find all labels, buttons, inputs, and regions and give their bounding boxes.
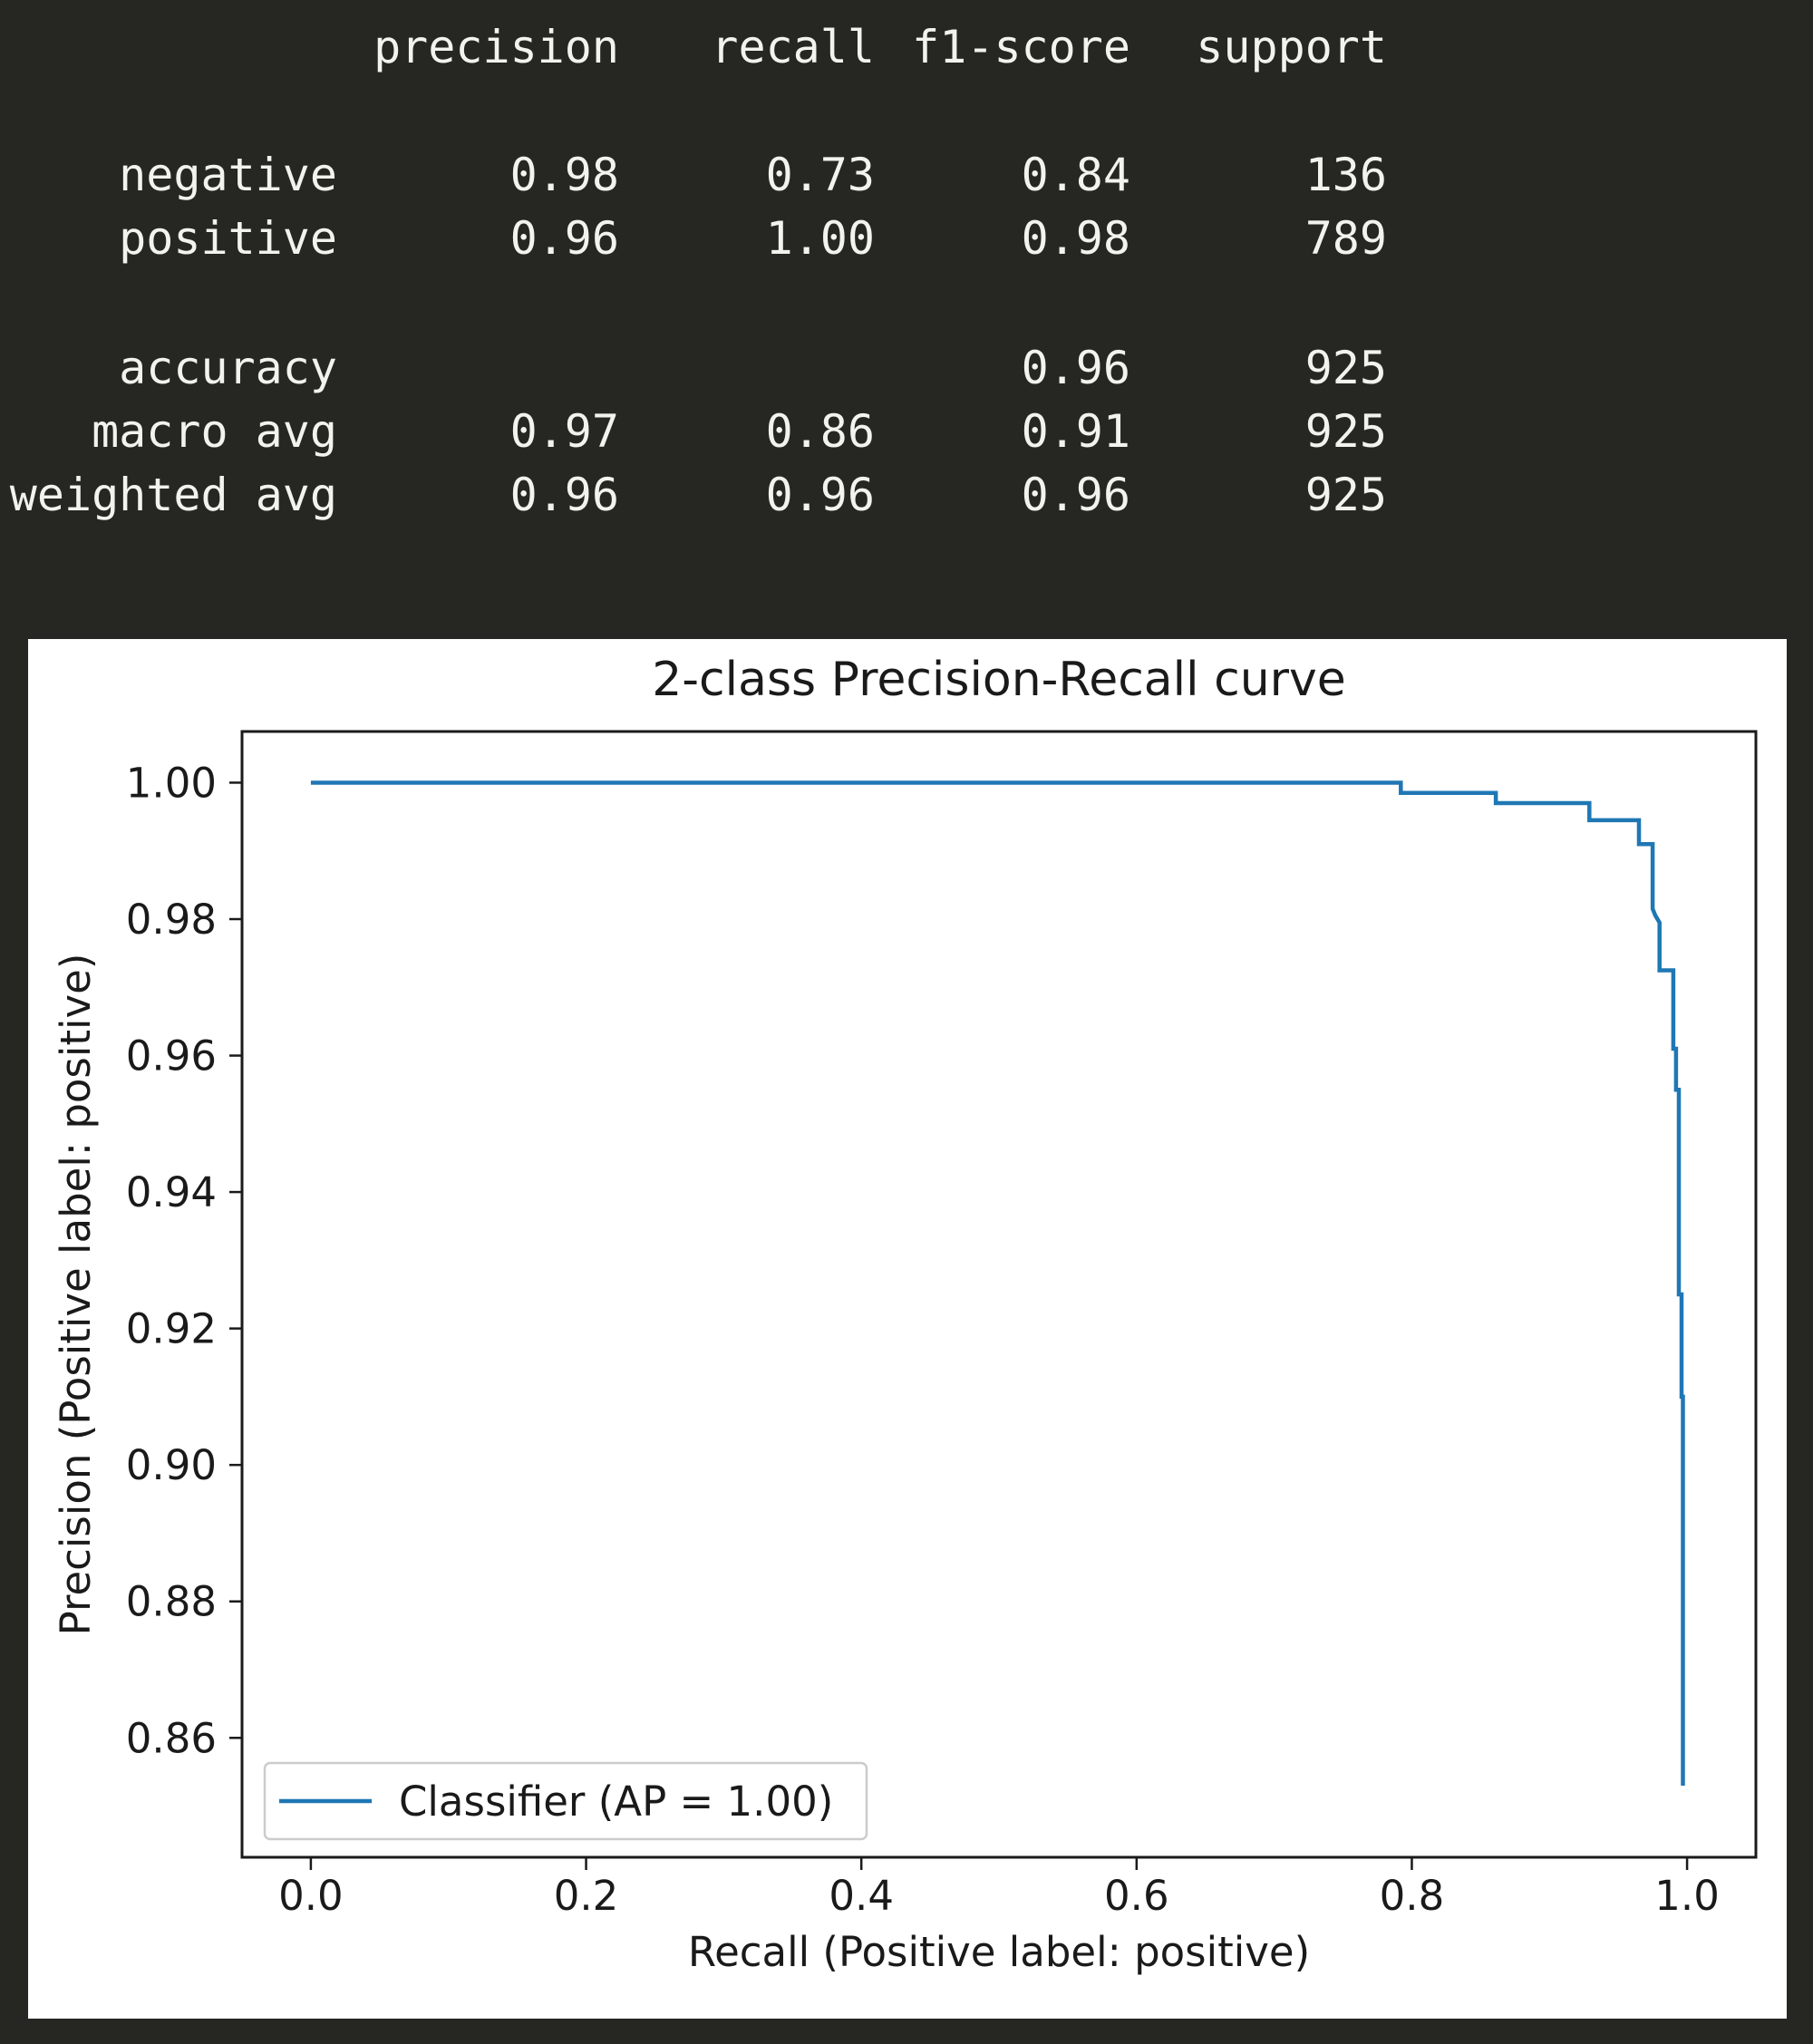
classification-report: precision recall f1-score support negative 0.… <box>0 0 1813 598</box>
report-cell-f1: 0.96 <box>1021 469 1130 521</box>
x-tick-label: 1.0 <box>1654 1872 1720 1920</box>
precision-header: precision <box>373 21 619 73</box>
report-cell-recall: 0.73 <box>765 149 875 201</box>
plot-frame <box>240 730 1758 1859</box>
report-cell-precision: 0.98 <box>509 149 619 201</box>
report-cell-recall: 1.00 <box>765 212 875 265</box>
x-axis-label: Recall (Positive label: positive) <box>688 1928 1310 1976</box>
y-tick-label: 0.98 <box>126 896 217 944</box>
report-row-label: negative <box>119 149 337 201</box>
report-cell-support: 789 <box>1304 212 1387 265</box>
report-cell-support: 925 <box>1304 405 1387 458</box>
y-axis-label: Precision (Positive label: positive) <box>52 954 100 1636</box>
report-cell-f1: 0.96 <box>1021 342 1130 394</box>
chart-figure: 2-class Precision-Recall curve 0.0 0.2 0.4… <box>28 639 1787 2019</box>
y-tick-label: 0.94 <box>126 1168 217 1216</box>
report-cell-precision: 0.97 <box>509 405 619 458</box>
chart-title: 2-class Precision-Recall curve <box>652 653 1346 707</box>
y-tick-label: 0.86 <box>126 1714 217 1762</box>
report-cell-recall: 0.86 <box>765 405 875 458</box>
recall-header: recall <box>711 21 875 73</box>
support-header: support <box>1196 21 1387 73</box>
report-row-label: positive <box>119 212 337 265</box>
report-cell-f1: 0.91 <box>1021 405 1130 458</box>
report-row-label: weighted avg <box>9 469 337 521</box>
report-cell-recall: 0.96 <box>765 469 875 521</box>
y-tick-label: 0.96 <box>126 1032 217 1080</box>
report-cell-precision: 0.96 <box>509 212 619 265</box>
series-line <box>310 780 1685 1786</box>
y-tick-label: 1.00 <box>126 759 217 807</box>
report-cell-support: 925 <box>1304 469 1387 521</box>
pr-curve-chart: 2-class Precision-Recall curve 0.0 0.2 0.4… <box>52 653 1758 1976</box>
report-row-label: accuracy <box>119 342 337 394</box>
f1-score-header: f1-score <box>912 21 1130 73</box>
y-tick-label: 0.92 <box>126 1305 217 1353</box>
x-tick-label: 0.6 <box>1104 1872 1169 1920</box>
report-cell-support: 136 <box>1304 149 1387 201</box>
x-tick-label: 0.8 <box>1380 1872 1445 1920</box>
x-tick-label: 0.2 <box>554 1872 619 1920</box>
report-row-label: macro avg <box>92 405 337 458</box>
y-tick-label: 0.88 <box>126 1578 217 1626</box>
report-cell-precision: 0.96 <box>509 469 619 521</box>
report-cell-f1: 0.84 <box>1021 149 1130 201</box>
legend-box <box>263 1761 868 1841</box>
legend-entry-label: Classifier (AP = 1.00) <box>399 1778 833 1826</box>
report-cell-f1: 0.98 <box>1021 212 1130 265</box>
x-tick-label: 0.0 <box>278 1872 344 1920</box>
x-tick-label: 0.4 <box>829 1872 894 1920</box>
report-cell-support: 925 <box>1304 342 1387 394</box>
y-tick-label: 0.90 <box>126 1441 217 1489</box>
